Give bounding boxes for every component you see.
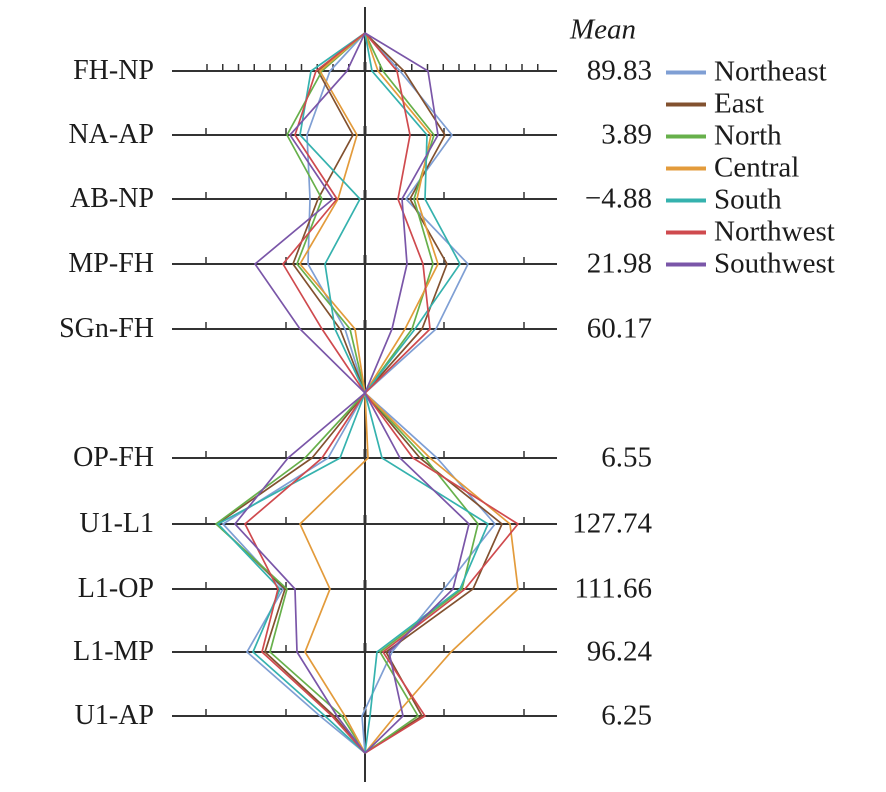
series-line-Central-right-top [364,32,439,394]
row-label-OP-FH: OP-FH [73,442,154,473]
series-line-Northeast-left-top [306,32,366,394]
series-line-Northeast-right-top [364,32,470,394]
series-line-Northwest-left-bottom [243,392,366,754]
series-line-South-left-bottom [216,392,366,754]
series-line-Northwest-right-top [364,32,431,394]
series-line-Southwest-left-top [253,32,366,394]
series-line-East-left-bottom [215,392,366,754]
mean-value-OP-FH: 6.55 [601,441,652,474]
row-label-AB-NP: AB-NP [69,183,154,214]
row-label-MP-FH: MP-FH [68,248,154,279]
series-line-South-left-top [299,32,366,394]
mean-value-NA-AP: 3.89 [601,118,652,151]
legend-swatch-Central [666,166,706,170]
series-line-North-right-bottom [364,392,479,754]
mean-column-header: Mean [569,13,637,46]
legend-item-Southwest: Southwest [666,248,835,281]
mean-value-L1-MP: 96.24 [586,635,652,668]
mean-value-L1-OP: 111.66 [574,572,652,605]
series-line-South-right-bottom [364,392,490,754]
series-line-Central-left-bottom [298,392,369,754]
legend-swatch-East [666,102,706,106]
mean-value-SGn-FH: 60.17 [586,312,652,345]
row-label-L1-OP: L1-OP [77,573,154,604]
series-line-Southwest-left-bottom [233,392,366,754]
mean-value-AB-NP: −4.88 [584,182,652,215]
legend-item-South: South [666,184,782,217]
series-line-Central-right-bottom [364,392,519,754]
legend-swatch-Southwest [666,262,706,266]
legend-item-East: East [666,88,764,121]
row-label-U1-L1: U1-L1 [79,508,154,539]
series-line-North-right-top [364,32,435,394]
series-line-Northeast-left-bottom [221,392,366,754]
legend-label-Southwest: Southwest [714,247,835,280]
legend-label-North: North [714,119,782,152]
row-label-NA-AP: NA-AP [68,119,154,150]
series-line-East-right-bottom [364,392,504,754]
legend-swatch-Northwest [666,230,706,234]
legend-swatch-North [666,134,706,138]
legend-swatch-South [666,198,706,202]
legend-item-Central: Central [666,152,799,185]
legend-label-Northwest: Northwest [714,215,835,248]
series-line-Northwest-right-bottom [364,392,520,754]
row-label-U1-AP: U1-AP [74,700,154,731]
row-label-SGn-FH: SGn-FH [59,313,154,344]
legend-item-Northwest: Northwest [666,216,835,249]
legend-label-South: South [714,183,782,216]
series-line-Northeast-right-bottom [361,392,497,754]
series-line-East-right-top [364,32,448,394]
row-label-FH-NP: FH-NP [73,55,154,86]
series-line-Southwest-right-bottom [364,392,470,754]
series-line-North-left-top [286,32,366,394]
mean-value-MP-FH: 21.98 [586,247,652,280]
series-line-East-left-top [292,32,366,394]
legend-label-Central: Central [714,151,800,184]
mean-value-U1-AP: 6.25 [601,699,652,732]
mean-value-U1-L1: 127.74 [572,507,652,540]
legend-label-East: East [714,87,764,120]
mean-value-FH-NP: 89.83 [586,54,652,87]
series-line-South-right-top [364,32,461,394]
legend-item-Northeast: Northeast [666,56,827,89]
legend-label-Northeast: Northeast [714,55,827,88]
row-label-L1-MP: L1-MP [73,636,154,667]
series-line-Northwest-left-top [281,32,366,394]
series-line-Southwest-right-top [364,32,439,394]
legend-swatch-Northeast [666,70,706,74]
legend-item-North: North [666,120,782,153]
series-line-North-left-bottom [214,392,366,754]
